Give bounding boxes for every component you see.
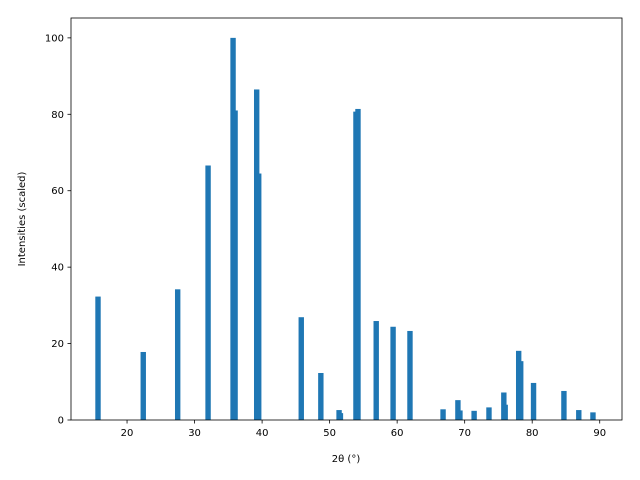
x-tick-label: 70 bbox=[458, 428, 471, 439]
x-tick-label: 50 bbox=[323, 428, 336, 439]
bar bbox=[140, 351, 146, 420]
bar bbox=[518, 361, 524, 420]
bar bbox=[95, 296, 101, 420]
bar bbox=[390, 326, 396, 420]
bar bbox=[530, 382, 537, 420]
bar bbox=[576, 410, 582, 420]
bar bbox=[205, 165, 211, 420]
bar bbox=[298, 317, 304, 420]
x-tick-label: 60 bbox=[391, 428, 404, 439]
y-tick-label: 40 bbox=[51, 263, 64, 274]
bar bbox=[502, 404, 508, 420]
x-axis-label: 2θ (°) bbox=[332, 454, 361, 465]
x-tick-label: 30 bbox=[188, 428, 201, 439]
bar bbox=[256, 173, 262, 420]
bar bbox=[174, 289, 181, 420]
bar bbox=[355, 108, 361, 420]
y-tick-label: 0 bbox=[58, 416, 64, 427]
bar bbox=[337, 413, 344, 420]
y-tick-label: 100 bbox=[45, 33, 64, 44]
bar bbox=[457, 410, 463, 420]
y-tick-label: 80 bbox=[51, 110, 64, 121]
y-tick-label: 20 bbox=[51, 339, 64, 350]
bar bbox=[455, 400, 461, 420]
bar bbox=[440, 409, 446, 420]
x-tick-label: 80 bbox=[526, 428, 539, 439]
bar bbox=[232, 110, 238, 421]
x-tick-label: 40 bbox=[256, 428, 269, 439]
x-tick-label: 20 bbox=[121, 428, 134, 439]
bar bbox=[318, 372, 324, 420]
bar bbox=[486, 407, 492, 420]
bar bbox=[373, 321, 379, 420]
bar bbox=[590, 412, 596, 420]
y-tick-label: 60 bbox=[51, 186, 64, 197]
bar bbox=[471, 410, 477, 420]
x-tick-label: 90 bbox=[593, 428, 606, 439]
y-axis-label: Intensities (scaled) bbox=[17, 171, 28, 266]
plot-frame bbox=[70, 17, 623, 421]
bar bbox=[561, 390, 567, 420]
bar bbox=[407, 330, 413, 420]
